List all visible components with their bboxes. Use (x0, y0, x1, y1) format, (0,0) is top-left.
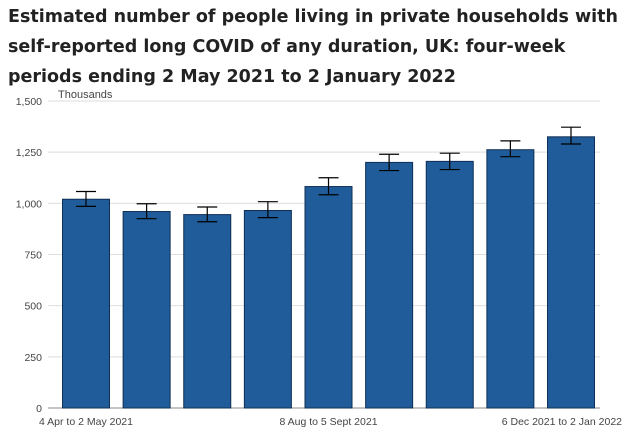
error-bars (76, 126, 581, 223)
y-axis-label: Thousands (58, 89, 113, 101)
error-bar (318, 177, 339, 196)
bar (365, 161, 414, 409)
y-tick-label: 1,000 (16, 198, 42, 210)
y-tick-label: 0 (36, 403, 42, 415)
error-bar (439, 152, 460, 171)
chart-title: Estimated number of people living in pri… (8, 7, 618, 87)
bar (183, 214, 232, 409)
y-tick-label: 500 (24, 301, 42, 313)
bar (62, 198, 110, 409)
x-tick-label: 8 Aug to 5 Sept 2021 (279, 416, 377, 428)
y-tick-label: 250 (24, 352, 42, 364)
error-bar (561, 126, 581, 145)
error-bar (257, 201, 278, 219)
error-bar (136, 203, 157, 220)
bar (425, 160, 474, 409)
bar (486, 149, 535, 409)
x-tick-label: 4 Apr to 2 May 2021 (39, 416, 133, 428)
x-axis: 4 Apr to 2 May 2021 8 Aug to 5 Sept 2021 6… (39, 416, 622, 428)
bar (243, 209, 292, 409)
y-tick-label: 750 (24, 250, 42, 262)
error-bar (197, 206, 218, 223)
error-bar (76, 190, 96, 208)
error-bar (379, 153, 400, 172)
bar (547, 136, 595, 409)
x-tick-label: 6 Dec 2021 to 2 Jan 2022 (502, 416, 622, 428)
y-axis: 0 250 500 750 1,000 1,250 1,500 (16, 96, 42, 415)
y-tick-label: 1,500 (16, 96, 42, 108)
bars (62, 136, 595, 409)
y-tick-label: 1,250 (16, 147, 42, 159)
bar (304, 186, 353, 409)
error-bar (500, 140, 521, 158)
bar (122, 211, 171, 409)
